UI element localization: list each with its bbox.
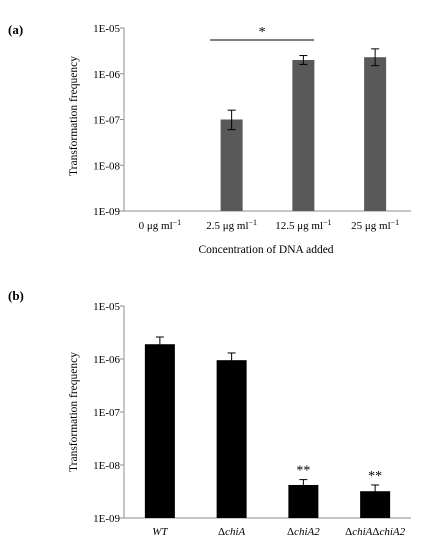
bar bbox=[292, 59, 315, 212]
significance-marker: * bbox=[259, 25, 266, 40]
panel-a-y-axis-title: Transformation frequency bbox=[68, 56, 80, 176]
panel-a-label: (a) bbox=[8, 22, 23, 37]
y-tick-label: 1E-05 bbox=[93, 23, 120, 35]
category-label: ΔchiA2 bbox=[287, 526, 320, 538]
y-tick-label: 1E-07 bbox=[93, 407, 120, 419]
panel-b-chart: (b) Transformation frequency 1E-05 1E-06 1… bbox=[8, 288, 411, 538]
y-tick-label: 1E-06 bbox=[93, 69, 120, 81]
y-tick-label: 1E-07 bbox=[93, 115, 120, 127]
panel-a-x-axis-title: Concentration of DNA added bbox=[198, 244, 333, 256]
bar bbox=[144, 344, 175, 518]
significance-marker: ** bbox=[296, 464, 310, 479]
y-tick-label: 1E-09 bbox=[93, 206, 120, 218]
y-tick-label: 1E-08 bbox=[93, 460, 120, 472]
y-tick-label: 1E-06 bbox=[93, 354, 120, 366]
category-label: WT bbox=[152, 526, 168, 538]
panel-a-chart: (a) Transformation frequency Concentrati… bbox=[8, 22, 411, 256]
category-label: 0 μg ml−1 bbox=[139, 218, 182, 232]
category-label: ΔchiAΔchiA2 bbox=[345, 526, 405, 538]
significance-marker: ** bbox=[368, 469, 382, 484]
category-label: 25 μg ml−1 bbox=[351, 218, 399, 232]
y-tick-label: 1E-05 bbox=[93, 301, 120, 313]
panel-b-y-axis-title: Transformation frequency bbox=[68, 352, 80, 472]
category-label: 12.5 μg ml−1 bbox=[275, 218, 331, 232]
category-label: 2.5 μg ml−1 bbox=[206, 218, 257, 232]
y-tick-label: 1E-09 bbox=[93, 513, 120, 525]
panel-b-label: (b) bbox=[8, 288, 24, 303]
bar bbox=[216, 360, 247, 518]
bar bbox=[288, 484, 319, 518]
bar bbox=[364, 57, 387, 211]
y-tick-label: 1E-08 bbox=[93, 160, 120, 172]
category-label: ΔchiA bbox=[218, 526, 246, 538]
bar bbox=[220, 119, 243, 211]
